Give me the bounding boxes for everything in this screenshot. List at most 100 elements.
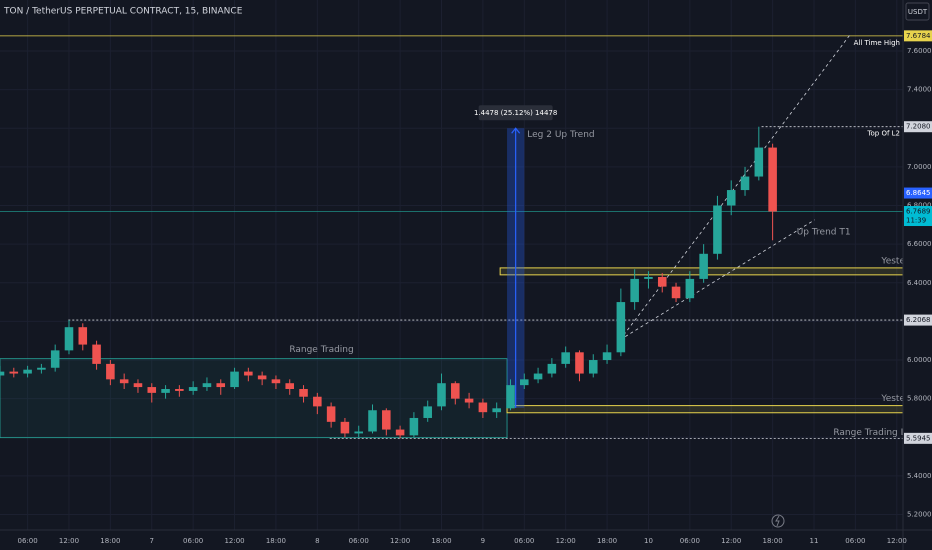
x-tick-label: 18:00 bbox=[597, 537, 617, 545]
candle-body bbox=[506, 385, 515, 409]
candle-body bbox=[768, 147, 777, 212]
y-tick-label: 5.4000 bbox=[907, 472, 932, 480]
measure-label-bg bbox=[478, 105, 553, 121]
price-label-bg bbox=[904, 206, 932, 227]
y-tick-label: 5.8000 bbox=[907, 395, 932, 403]
candle-body bbox=[299, 389, 308, 397]
x-tick-label: 06:00 bbox=[514, 537, 534, 545]
candle-body bbox=[175, 389, 184, 391]
x-tick-label: 18:00 bbox=[431, 537, 451, 545]
candle-body bbox=[754, 147, 764, 177]
x-tick-label: 10 bbox=[644, 537, 653, 545]
icon-circle[interactable] bbox=[771, 514, 785, 528]
trend-label: Up Trend T1 bbox=[797, 227, 851, 237]
candle-body bbox=[202, 383, 212, 388]
candle-body bbox=[161, 389, 170, 393]
candle-body bbox=[37, 367, 46, 370]
x-tick-label: 12:00 bbox=[59, 537, 79, 545]
x-tick-label: 12:00 bbox=[390, 537, 410, 545]
x-tick-label: 06:00 bbox=[183, 537, 203, 545]
candle-body bbox=[699, 253, 708, 279]
candle-body bbox=[740, 176, 750, 191]
candle-body bbox=[657, 276, 667, 287]
candle-body bbox=[50, 350, 60, 368]
icon-bolt[interactable] bbox=[775, 515, 780, 527]
candle-body bbox=[271, 379, 281, 384]
level-label: Range Trading Lo bbox=[833, 428, 911, 438]
price-label: 7.6784 bbox=[906, 32, 931, 40]
x-tick-label: 12:00 bbox=[887, 537, 907, 545]
candle-body bbox=[395, 429, 405, 436]
price-label-bg bbox=[904, 432, 932, 444]
candle-body bbox=[602, 352, 612, 361]
candle-body bbox=[0, 371, 5, 376]
range-box bbox=[0, 358, 508, 439]
x-tick-label: 06:00 bbox=[680, 537, 700, 545]
candle-body bbox=[713, 205, 722, 254]
y-tick-label: 7.4000 bbox=[907, 86, 932, 94]
candle-body bbox=[423, 406, 432, 418]
replay-icon[interactable] bbox=[771, 514, 785, 528]
price-label: 7.2080 bbox=[906, 123, 931, 131]
x-tick-label: 12:00 bbox=[556, 537, 576, 545]
range-box-label: Range Trading bbox=[289, 345, 353, 355]
y-tick-label: 6.4000 bbox=[907, 279, 932, 287]
candle-body bbox=[588, 360, 598, 374]
measure-label: 1.4478 (25.12%) 14478 bbox=[474, 109, 557, 117]
currency-button[interactable] bbox=[905, 2, 930, 21]
y-tick-label: 5.2000 bbox=[907, 511, 932, 519]
candle-body bbox=[409, 417, 419, 436]
zone-label: Yeste bbox=[880, 394, 905, 404]
candle-body bbox=[92, 344, 101, 364]
candle-body bbox=[285, 383, 295, 390]
candle-body bbox=[119, 379, 129, 384]
candle-body bbox=[23, 369, 32, 374]
chart-title: TON / TetherUS PERPETUAL CONTRACT, 15, B… bbox=[3, 7, 243, 17]
measure-name: Leg 2 Up Trend bbox=[527, 130, 594, 140]
candle-body bbox=[726, 190, 736, 206]
candle-body bbox=[326, 406, 336, 422]
level-label: Top Of L2 bbox=[866, 130, 900, 138]
candle-body bbox=[478, 402, 488, 413]
candle-body bbox=[133, 383, 143, 388]
countdown: 11:39 bbox=[906, 217, 926, 225]
candle-body bbox=[561, 352, 570, 364]
candle-body bbox=[547, 363, 557, 374]
x-tick-label: 06:00 bbox=[845, 537, 865, 545]
candle-body bbox=[354, 431, 363, 434]
y-tick-label: 6.6000 bbox=[907, 240, 932, 248]
candle-body bbox=[188, 387, 198, 391]
candle-body bbox=[216, 383, 226, 388]
trend-line bbox=[619, 219, 815, 341]
zone bbox=[506, 405, 903, 414]
candle-body bbox=[451, 383, 460, 399]
candle-body bbox=[575, 352, 584, 374]
x-tick-label: 12:00 bbox=[721, 537, 741, 545]
candle-body bbox=[520, 379, 529, 386]
x-tick-label: 11 bbox=[810, 537, 819, 545]
candle-body bbox=[340, 421, 350, 434]
measure-arrowhead bbox=[511, 127, 521, 134]
plot-area: Range Trading Yeste Yeste All Time High Top … bbox=[0, 0, 911, 530]
candle-body bbox=[313, 396, 322, 407]
x-tick-label: 18:00 bbox=[100, 537, 120, 545]
trend-line bbox=[619, 34, 851, 340]
x-tick-label: 18:00 bbox=[266, 537, 286, 545]
candle-body bbox=[106, 363, 115, 380]
price-label-bg bbox=[904, 121, 932, 133]
candle-body bbox=[437, 383, 446, 407]
candle-body bbox=[685, 278, 695, 299]
candle-body bbox=[644, 276, 653, 279]
price-label: 6.7689 bbox=[906, 208, 931, 216]
candle-body bbox=[230, 371, 239, 388]
price-label-bg bbox=[904, 187, 932, 199]
y-tick-label: 6.0000 bbox=[907, 356, 932, 364]
candle-body bbox=[244, 371, 253, 376]
candle-body bbox=[78, 327, 88, 345]
currency[interactable]: USDT bbox=[908, 8, 928, 16]
candle-body bbox=[64, 327, 74, 351]
candle-body bbox=[533, 373, 543, 380]
x-tick-label: 12:00 bbox=[224, 537, 244, 545]
x-tick-label: 7 bbox=[150, 537, 154, 545]
